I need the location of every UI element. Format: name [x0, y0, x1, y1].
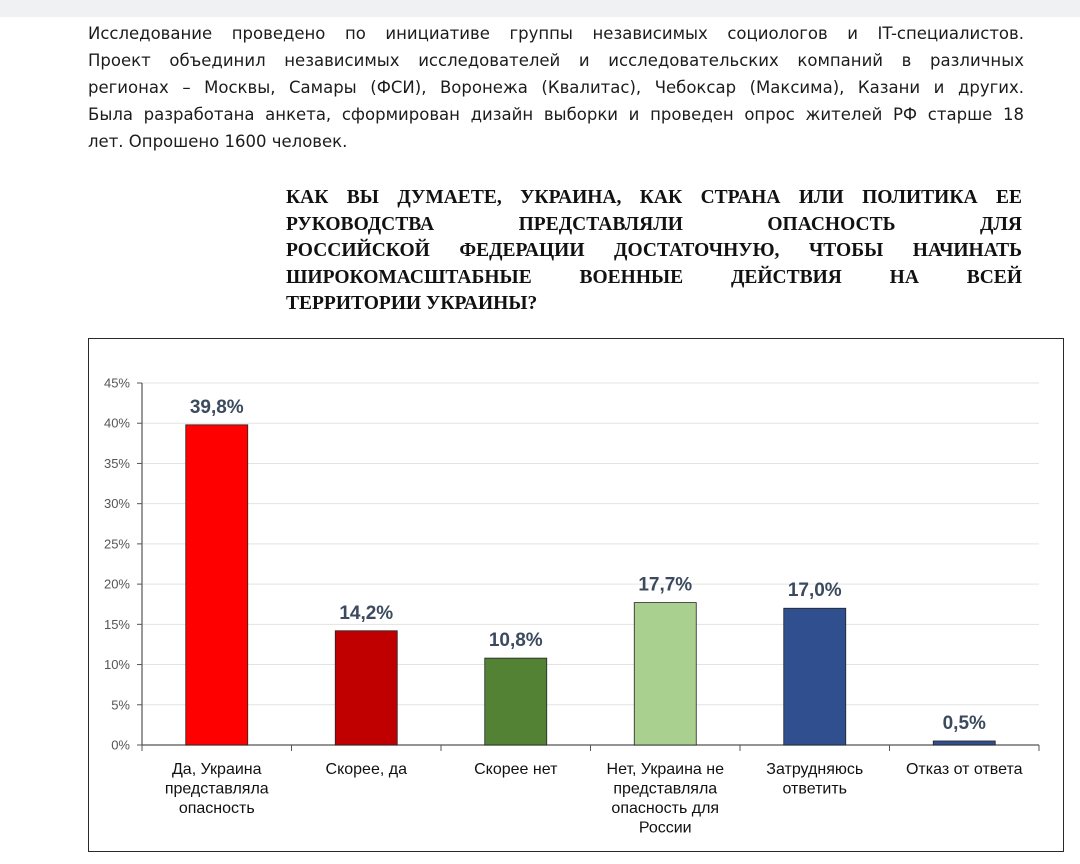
bar	[932, 740, 996, 746]
bar	[633, 602, 697, 746]
category-label: ответить	[783, 781, 848, 798]
question-line: РОССИЙСКОЙ ФЕДЕРАЦИИ ДОСТАТОЧНУЮ, ЧТОБЫ …	[286, 240, 1022, 261]
data-label: 14,2%	[339, 603, 393, 624]
category-label: опасность для	[611, 800, 719, 817]
intro-line: лет. Опрошено 1600 человек.	[88, 132, 348, 151]
data-label: 17,7%	[638, 575, 692, 596]
bar-chart: 0% 5% 10% 15% 20% 25% 30% 35% 40% 45% 39,8% Да, Укр…	[104, 376, 1040, 837]
category-label: Скорее, да	[326, 761, 408, 778]
category-label: Да, Украина	[172, 761, 262, 778]
data-label: 10,8%	[489, 630, 543, 651]
y-tick-label: 35%	[104, 456, 130, 471]
question-line: ТЕРРИТОРИИ УКРАИНЫ?	[286, 293, 538, 314]
axes	[137, 382, 1040, 751]
intro-paragraph: Исследование проведено по инициативе гру…	[88, 20, 1024, 155]
bar	[484, 657, 548, 746]
y-tick-label: 30%	[104, 496, 130, 511]
bar	[334, 630, 398, 746]
category-label: Отказ от ответа	[906, 761, 1023, 778]
bars	[185, 424, 996, 746]
y-tick-label: 20%	[104, 577, 130, 592]
category-label: Затрудняюсь	[766, 761, 863, 778]
intro-line: Была разработана анкета, сформирован диз…	[88, 105, 1024, 124]
y-tick-label: 45%	[104, 376, 130, 391]
y-tick-label: 5%	[111, 697, 130, 712]
grid-lines	[142, 382, 1039, 706]
question-line: РУКОВОДСТВА ПРЕДСТАВЛЯЛИ ОПАСНОСТЬ ДЛЯ	[286, 213, 1022, 235]
labels: 0% 5% 10% 15% 20% 25% 30% 35% 40% 45% 39,8% Да, Укр…	[104, 376, 1023, 837]
bar	[185, 424, 249, 746]
data-label: 39,8%	[190, 397, 244, 418]
category-label: представляла	[165, 781, 269, 798]
category-label: Нет, Украина не	[607, 761, 725, 778]
top-strip	[0, 0, 1080, 17]
chart-frame: 0% 5% 10% 15% 20% 25% 30% 35% 40% 45% 39,8% Да, Укр…	[88, 338, 1064, 852]
question-line: ШИРОКОМАСШТАБНЫЕ ВОЕННЫЕ ДЕЙСТВИЯ НА ВСЕ…	[286, 266, 1022, 288]
category-label: России	[639, 820, 692, 837]
y-tick-label: 15%	[104, 617, 130, 632]
bar	[783, 607, 847, 746]
data-label: 0,5%	[943, 713, 986, 734]
y-tick-label: 0%	[111, 738, 130, 753]
category-label: представляла	[613, 781, 717, 798]
category-label: опасность	[179, 800, 255, 817]
intro-line: регионах – Москвы, Самары (ФСИ), Воронеж…	[88, 78, 1024, 97]
y-tick-label: 10%	[104, 657, 130, 672]
intro-line: Исследование проведено по инициативе гру…	[88, 24, 1024, 43]
y-tick-label: 25%	[104, 536, 130, 551]
question-line: КАК ВЫ ДУМАЕТЕ, УКРАИНА, КАК СТРАНА ИЛИ …	[286, 187, 1022, 208]
y-tick-label: 40%	[104, 416, 130, 431]
survey-question: КАК ВЫ ДУМАЕТЕ, УКРАИНА, КАК СТРАНА ИЛИ …	[286, 185, 1022, 318]
intro-line: Проект объединил независимых исследовате…	[88, 51, 1024, 70]
category-label: Скорее нет	[474, 761, 558, 778]
data-label: 17,0%	[788, 580, 842, 601]
